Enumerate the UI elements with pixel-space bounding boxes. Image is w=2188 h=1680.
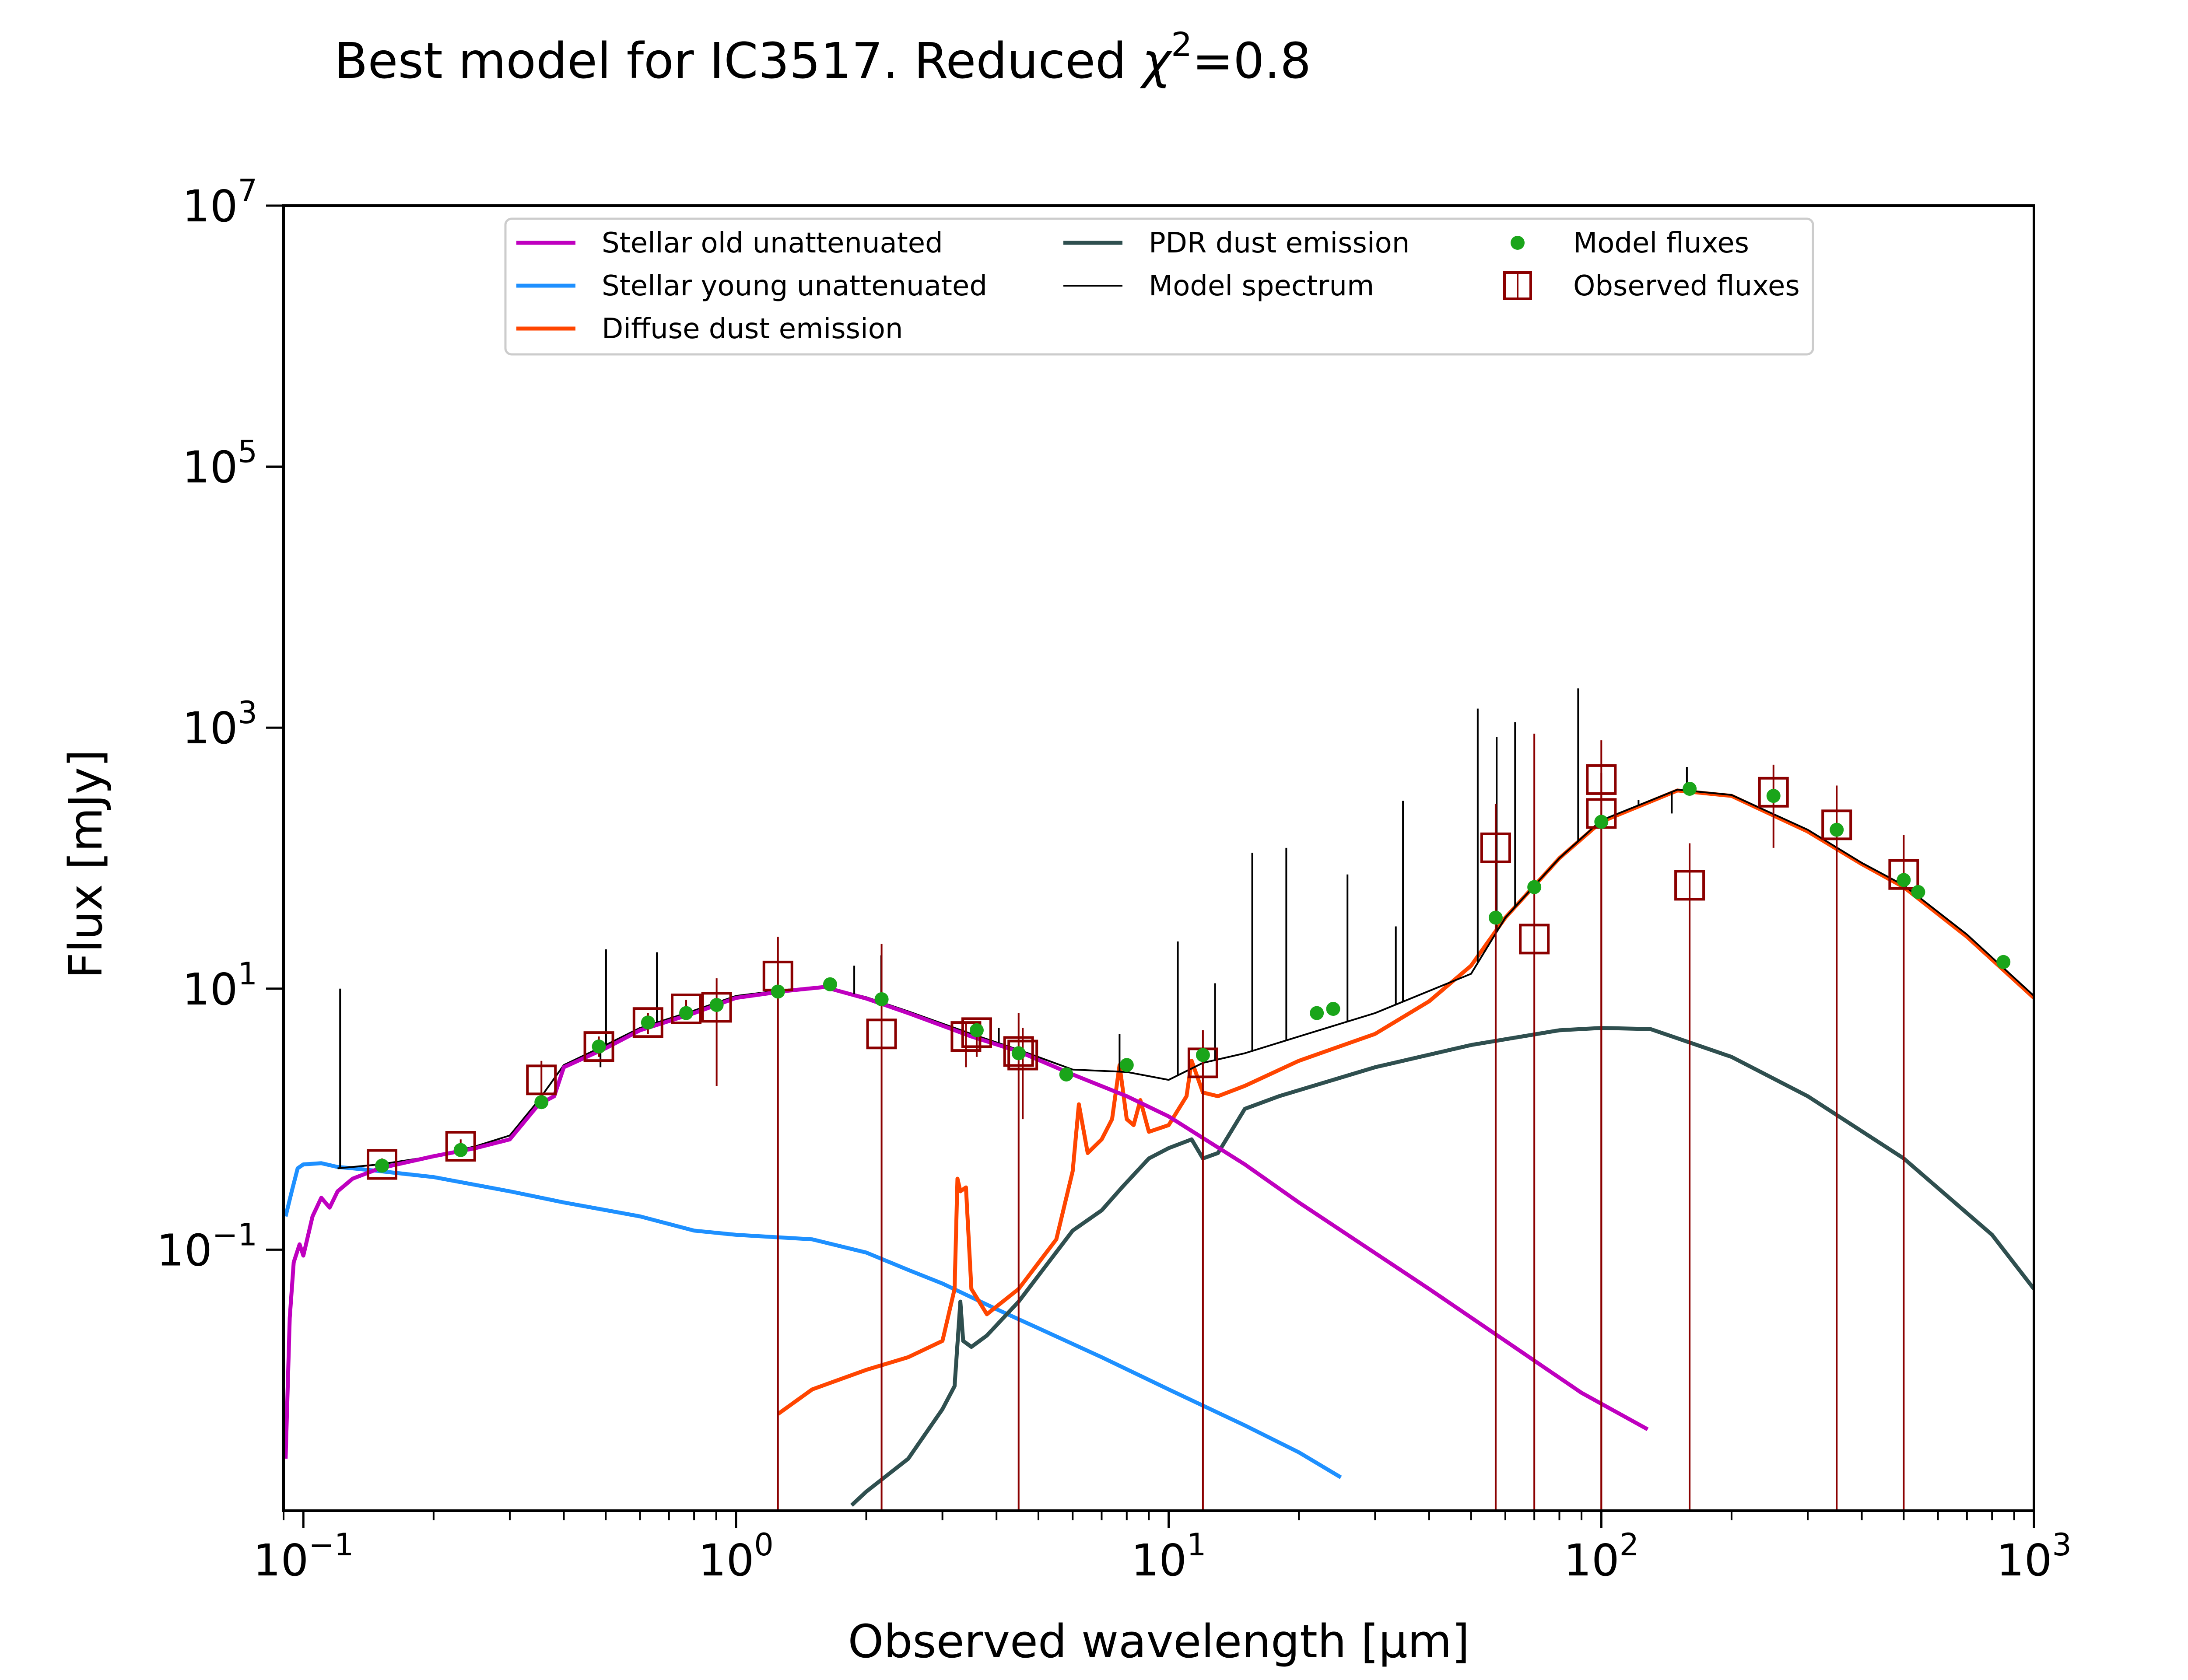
legend-box [504, 217, 1814, 356]
model-flux-point [534, 1095, 549, 1110]
model-flux-point [874, 992, 889, 1006]
x-tick-label: 100 [698, 1527, 774, 1586]
model-flux-point [641, 1015, 655, 1030]
model-flux-point [1897, 873, 1911, 887]
model-flux-point [709, 998, 724, 1012]
model-flux-point [1527, 880, 1542, 894]
legend-label-model-spectrum: Model spectrum [1149, 270, 1374, 302]
x-tick-label: 10−1 [253, 1527, 354, 1586]
observed-flux-marker [950, 1021, 982, 1052]
y-axis-label: Flux [mJy] [59, 749, 112, 979]
model-flux-point [679, 1006, 694, 1020]
model-flux-point [1059, 1067, 1073, 1082]
model-flux-point [1830, 822, 1844, 837]
model-flux-point [1196, 1048, 1210, 1062]
model-flux-point [375, 1158, 389, 1173]
observed-flux-marker [583, 1031, 614, 1062]
chart-title-tail: =0.8 [1192, 33, 1311, 90]
observed-flux-marker [445, 1131, 476, 1162]
axis-ticks: 10−1 100 101 102 103 10−1 101 103 105 107 [157, 173, 2072, 1586]
model-flux-point [1911, 885, 1925, 899]
x-tick-label: 101 [1131, 1527, 1206, 1586]
legend-label-stellar-old-unattenuated: Stellar old unattenuated [602, 227, 943, 259]
observed-flux-marker [671, 994, 702, 1025]
observed-flux-marker [866, 1018, 897, 1050]
observed-flux-marker [701, 992, 732, 1023]
legend-label-observed-fluxes: Observed fluxes [1573, 270, 1800, 302]
observed-flux-marker [1519, 924, 1550, 955]
y-tick-label: 101 [182, 956, 257, 1015]
observed-flux-marker [526, 1064, 557, 1096]
plot-frame [282, 204, 2035, 1512]
series-stellar-old-unattenuated [284, 985, 1649, 1459]
model-flux-point [1766, 789, 1781, 803]
x-tick-label: 103 [1996, 1527, 2072, 1586]
model-flux-point [823, 977, 837, 991]
series-stellar-young-unattenuated [284, 1161, 1342, 1479]
observed-flux-marker [1007, 1040, 1038, 1071]
model-flux-point [1996, 955, 2011, 969]
model-flux-point [1683, 781, 1697, 796]
x-tick-label: 102 [1564, 1527, 1639, 1586]
observed-flux-marker [1674, 870, 1705, 901]
chart-title-chi: χ [1140, 33, 1173, 90]
y-tick-label: 107 [182, 173, 257, 232]
model-flux-point [1011, 1046, 1026, 1060]
legend: Stellar old unattenuated Stellar young un… [504, 217, 1814, 356]
chart-title-sup: 2 [1171, 25, 1192, 64]
legend-label-pdr-dust-emission: PDR dust emission [1149, 227, 1410, 259]
observed-flux-marker [632, 1007, 663, 1038]
legend-label-diffuse-dust-emission: Diffuse dust emission [602, 313, 903, 345]
model-flux-point [1119, 1058, 1134, 1072]
y-tick-label: 10−1 [157, 1217, 257, 1276]
y-tick-label: 103 [182, 695, 257, 754]
legend-label-stellar-young-unattenuated: Stellar young unattenuated [602, 270, 987, 302]
model-flux-point [1594, 815, 1609, 829]
observed-flux-marker [961, 1017, 992, 1048]
y-tick-label: 105 [182, 434, 257, 493]
series-pdr-dust-emission [850, 1026, 2034, 1507]
observed-flux-marker [1888, 859, 1919, 890]
model-flux-point [1310, 1006, 1324, 1020]
model-flux-point [969, 1023, 984, 1037]
observed-flux-marker [1003, 1036, 1034, 1067]
observed-flux-marker [1586, 764, 1617, 795]
legend-label-model-fluxes: Model fluxes [1573, 227, 1749, 259]
observed-flux-marker [1758, 777, 1789, 808]
chart-title: Best model for IC3517. Reduced χ2=0.8 [334, 25, 1311, 90]
model-flux-point [453, 1143, 468, 1157]
model-fluxes-layer [375, 781, 2011, 1173]
model-flux-point [771, 984, 785, 999]
observed-flux-marker [1480, 832, 1511, 863]
legend-swatch-model-fluxes [1511, 236, 1525, 250]
model-flux-point [1326, 1002, 1340, 1016]
x-axis-label: Observed wavelength [μm] [848, 1615, 1470, 1668]
chart-title-main: Best model for IC3517. Reduced [334, 33, 1142, 90]
observed-flux-marker [367, 1149, 398, 1180]
model-flux-point [1488, 910, 1503, 925]
model-flux-point [592, 1040, 606, 1054]
observed-flux-marker [1821, 809, 1852, 840]
